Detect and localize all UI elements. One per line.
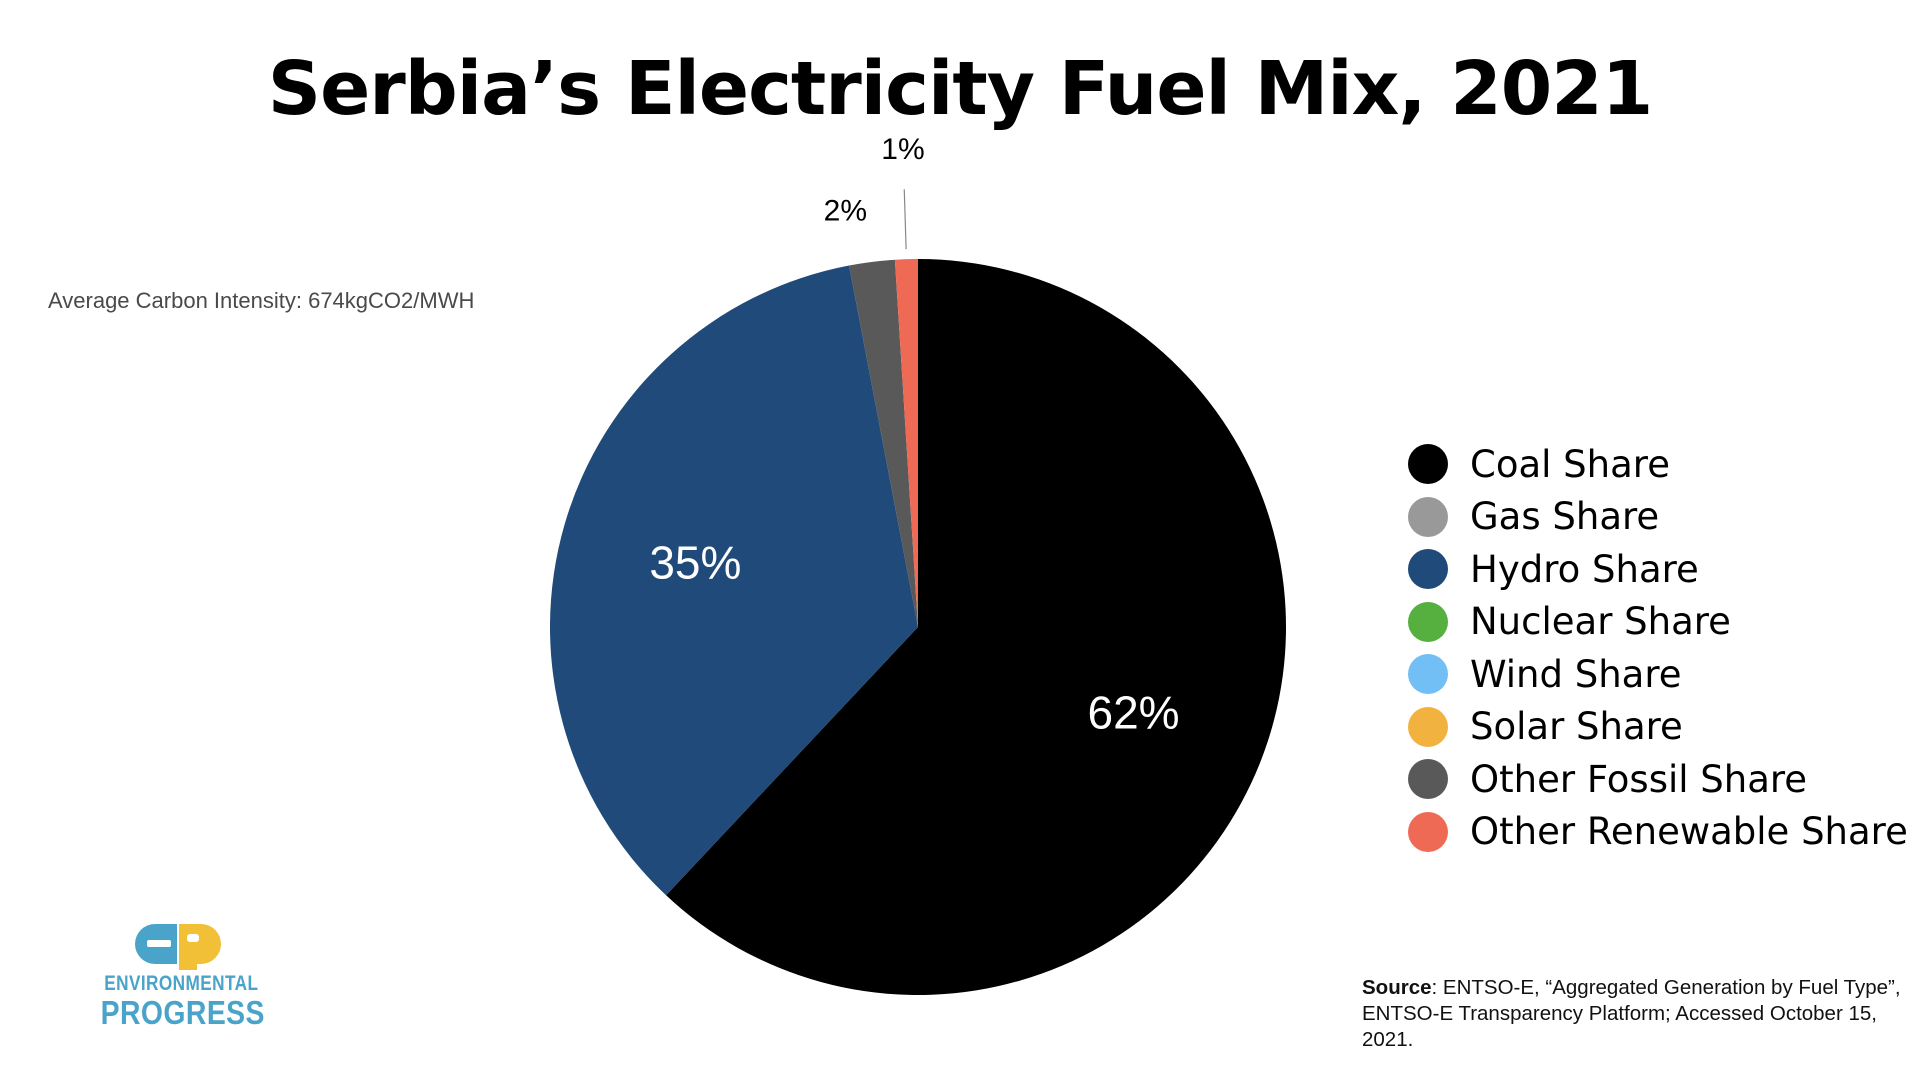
leader-line [903,189,907,250]
logo-p-shape [179,924,221,970]
legend: Coal Share Gas Share Hydro Share Nuclear Sh… [1408,438,1908,858]
legend-item-wind-share: Wind Share [1408,648,1908,701]
legend-swatch [1408,811,1448,852]
legend-item-coal-share: Coal Share [1408,438,1908,491]
pie-slice-hydro-share [550,265,918,896]
legend-label: Gas Share [1470,495,1660,539]
carbon-intensity-annotation: Average Carbon Intensity: 674kgCO2/MWH [48,288,475,313]
legend-label: Nuclear Share [1470,600,1731,644]
slice-label: 2% [824,194,867,227]
pie-slice-other-fossil-share [849,259,918,627]
chart-title: Serbia’s Electricity Fuel Mix, 2021 [267,46,1653,132]
legend-swatch [1408,759,1448,800]
pie-slice-other-renewable-share [894,259,918,627]
legend-label: Solar Share [1470,705,1683,749]
legend-swatch [1408,706,1448,747]
legend-item-other-renewable-share: Other Renewable Share [1408,806,1908,859]
source-note: Source: ENTSO-E, “Aggregated Generation … [1362,975,1902,1053]
legend-swatch [1408,601,1448,642]
legend-item-gas-share: Gas Share [1408,491,1908,544]
legend-swatch [1408,444,1448,485]
slice-label: 1% [881,133,924,166]
legend-label: Hydro Share [1470,547,1699,591]
logo-text-environmental: ENVIRONMENTAL [104,972,259,995]
legend-item-nuclear-share: Nuclear Share [1408,596,1908,649]
environmental-progress-logo: ENVIRONMENTAL PROGRESS [88,918,268,1031]
source-text: : ENTSO-E, “Aggregated Generation by Fue… [1362,976,1901,1051]
legend-swatch [1408,654,1448,695]
legend-item-other-fossil-share: Other Fossil Share [1408,753,1908,806]
ep-logo-icon [135,924,221,970]
legend-swatch [1408,549,1448,590]
logo-text-progress: PROGRESS [100,994,265,1031]
slice-label: 35% [649,536,741,588]
source-label: Source [1362,976,1432,999]
legend-label: Wind Share [1470,652,1682,696]
legend-swatch [1408,496,1448,537]
legend-label: Other Renewable Share [1470,810,1908,854]
pie-slice-coal-share [666,259,1287,995]
legend-item-hydro-share: Hydro Share [1408,543,1908,596]
legend-label: Other Fossil Share [1470,757,1808,801]
legend-item-solar-share: Solar Share [1408,701,1908,754]
legend-label: Coal Share [1470,442,1670,486]
slice-label: 62% [1088,686,1180,738]
